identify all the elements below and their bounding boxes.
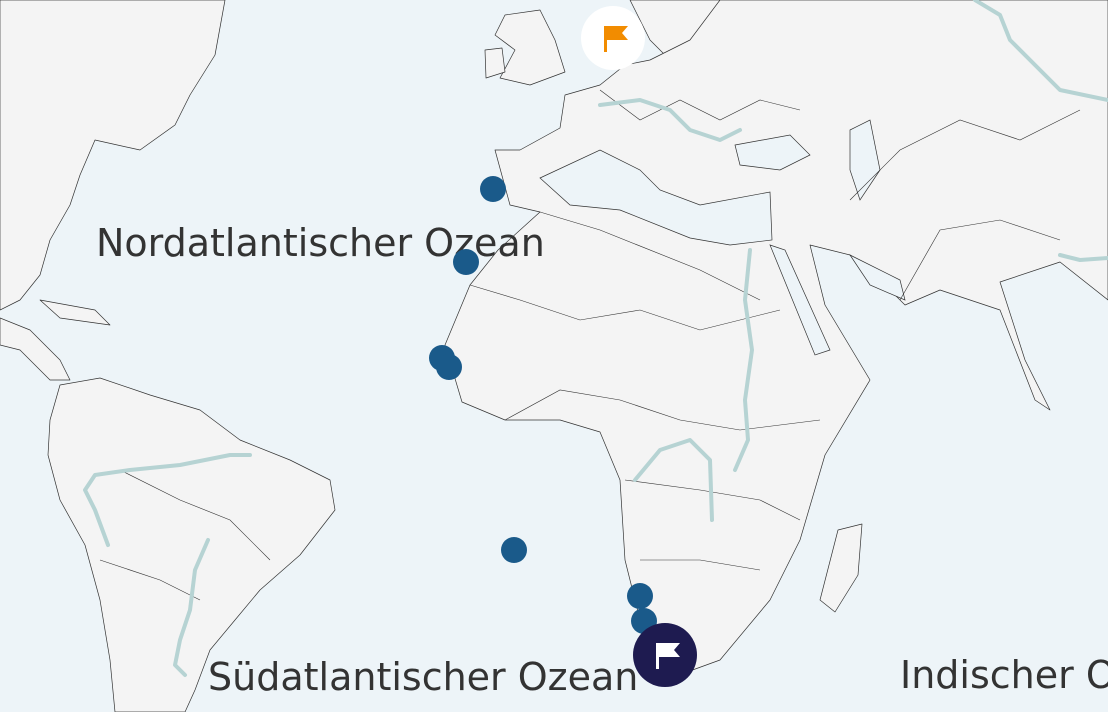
persian-gulf bbox=[848, 254, 906, 301]
location-dot[interactable] bbox=[436, 354, 462, 380]
flag bbox=[607, 26, 628, 40]
madagascar bbox=[819, 523, 863, 613]
central-america bbox=[0, 317, 71, 381]
location-dot[interactable] bbox=[480, 176, 506, 202]
ireland bbox=[484, 47, 506, 79]
end-flag-marker[interactable] bbox=[633, 623, 697, 687]
ocean-label: Südatlantischer Ozean bbox=[208, 655, 638, 699]
border bbox=[119, 469, 271, 561]
flag-pole bbox=[656, 643, 659, 669]
markers bbox=[429, 6, 697, 687]
caribbean bbox=[39, 299, 111, 326]
location-dot[interactable] bbox=[453, 249, 479, 275]
border bbox=[539, 211, 761, 301]
red-sea bbox=[769, 244, 831, 356]
inland-seas bbox=[539, 119, 906, 356]
border bbox=[849, 109, 1081, 201]
location-dot[interactable] bbox=[501, 537, 527, 563]
mediterranean bbox=[539, 149, 773, 246]
river bbox=[598, 98, 742, 142]
flag bbox=[659, 643, 680, 657]
border bbox=[899, 219, 1061, 301]
ocean-label: Indischer Ozean bbox=[900, 653, 1108, 697]
border bbox=[599, 89, 801, 121]
border bbox=[469, 284, 781, 331]
river bbox=[633, 438, 714, 522]
uk bbox=[494, 9, 566, 86]
border bbox=[504, 389, 821, 431]
north-america bbox=[0, 0, 226, 311]
border bbox=[640, 559, 761, 571]
start-flag-marker[interactable] bbox=[581, 6, 645, 70]
river bbox=[1058, 253, 1108, 262]
border bbox=[624, 479, 801, 521]
caspian bbox=[849, 119, 881, 201]
borders bbox=[99, 89, 1081, 601]
location-dot[interactable] bbox=[627, 583, 653, 609]
flag-pole bbox=[604, 26, 607, 52]
river bbox=[83, 453, 252, 547]
border bbox=[99, 559, 201, 601]
labels: Nordatlantischer Ozean Südatlantischer O… bbox=[96, 221, 1108, 699]
rivers bbox=[83, 0, 1108, 677]
black-sea bbox=[734, 134, 811, 171]
river bbox=[173, 538, 210, 677]
river bbox=[733, 248, 754, 472]
river bbox=[973, 0, 1108, 102]
south-america bbox=[47, 377, 336, 712]
